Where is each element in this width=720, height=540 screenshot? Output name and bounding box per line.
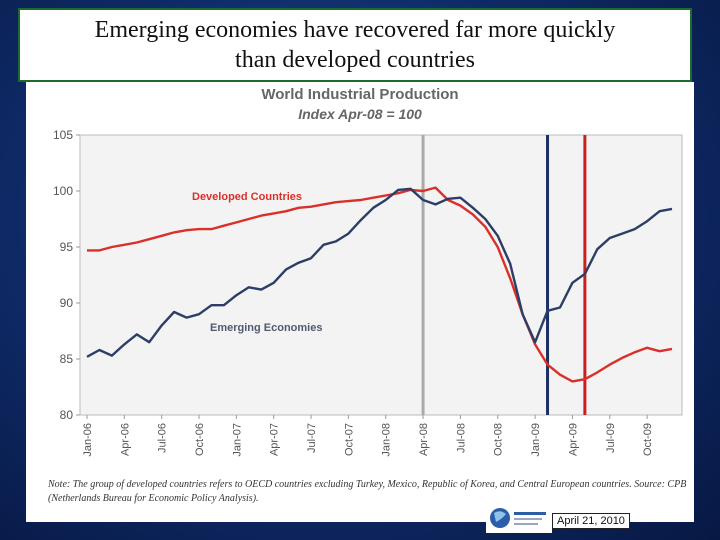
x-tick-label: Jan-08 [381,423,393,457]
chart-title: World Industrial Production [261,86,458,103]
x-tick-label: Oct-07 [343,423,355,456]
plot-area [79,134,683,416]
y-tick-label: 85 [60,352,74,366]
x-tick-label: Oct-09 [642,423,654,456]
y-axis: 80 85 90 95 100 105 [53,128,80,422]
series-lines [86,186,673,383]
slide-title-line2: than developed countries [235,47,475,73]
x-tick-label: Apr-08 [418,423,430,456]
x-tick-label: Jan-07 [231,423,243,457]
x-tick-label: Jul-09 [605,423,617,453]
y-tick-label: 95 [60,240,74,254]
x-axis: Jan-06 Apr-06 Jul-06 Oct-06 Jan-07 Apr-07 Jul-… [82,415,654,457]
y-tick-label: 90 [60,296,74,310]
x-tick-label: Jul-07 [306,423,318,453]
emerging-economies-line [86,187,673,358]
emerging-economies-label: Emerging Economies [210,322,322,334]
x-tick-label: Apr-09 [567,423,579,456]
developed-countries-line [87,186,673,383]
chart-subtitle: Index Apr-08 = 100 [298,106,422,122]
y-tick-label: 100 [53,184,73,198]
y-tick-label: 105 [53,128,73,142]
developed-countries-label: Developed Countries [192,191,302,203]
y-tick-label: 80 [60,408,74,422]
x-tick-label: Jan-09 [530,423,542,457]
world-bank-logo [486,503,552,533]
chart-note: Note: The group of developed countries r… [48,479,687,504]
x-tick-label: Jul-08 [455,423,467,453]
slide-title-box: Emerging economies have recovered far mo… [18,8,692,82]
x-tick-label: Jan-06 [82,423,94,457]
slide-title-line1: Emerging economies have recovered far mo… [94,17,616,43]
x-tick-label: Apr-07 [269,423,281,456]
globe-icon [490,508,546,528]
x-tick-label: Oct-08 [493,423,505,456]
slide-date: April 21, 2010 [552,513,630,529]
x-tick-label: Oct-06 [194,423,206,456]
x-tick-label: Jul-06 [157,423,169,453]
x-tick-label: Apr-06 [119,423,131,456]
